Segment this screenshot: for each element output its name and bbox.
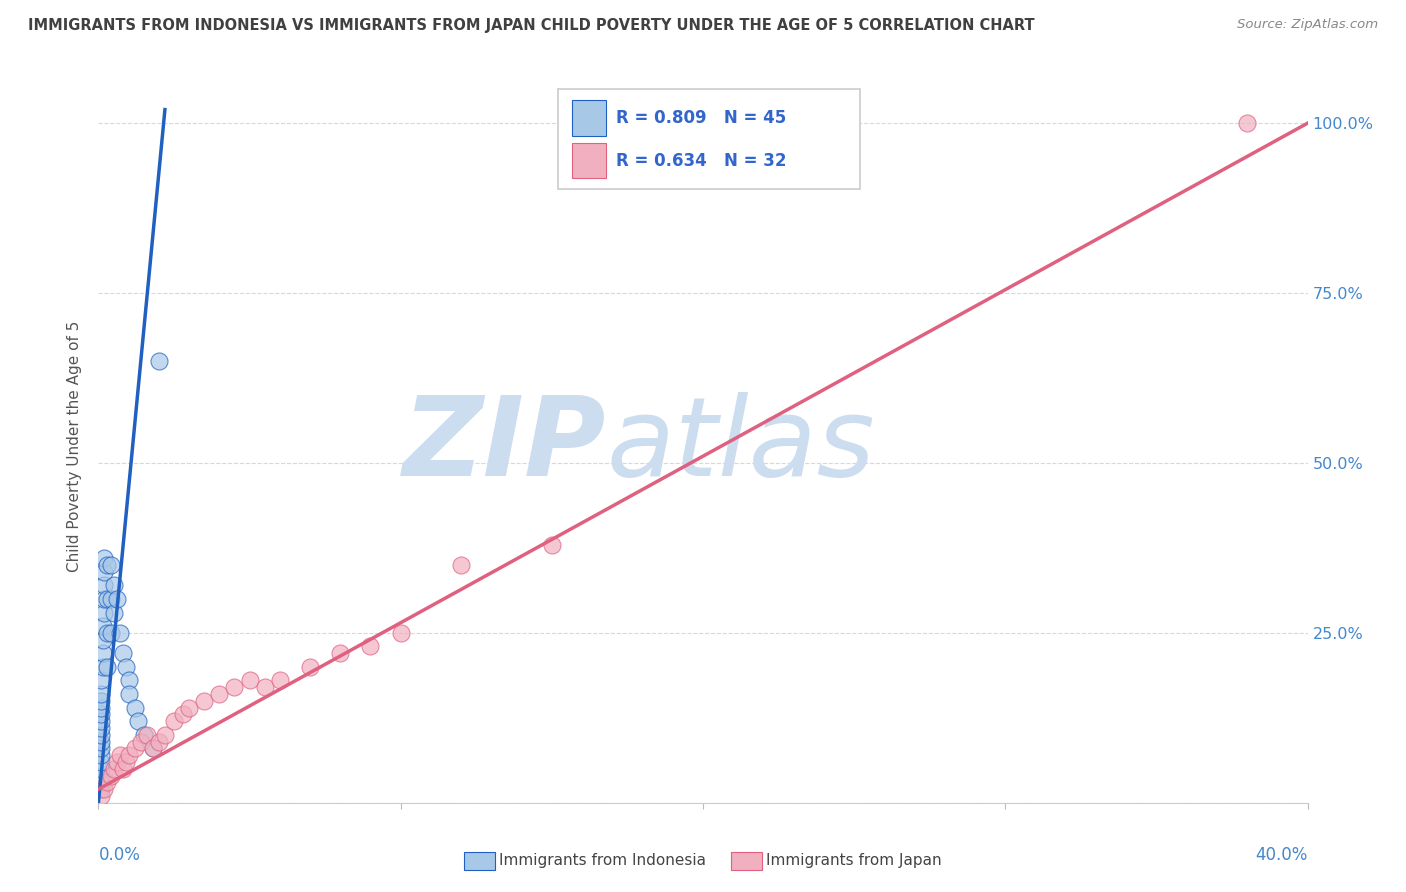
Point bbox=[96, 558, 118, 572]
Point bbox=[114, 755, 136, 769]
Point bbox=[108, 748, 131, 763]
Text: Immigrants from Indonesia: Immigrants from Indonesia bbox=[499, 854, 706, 868]
Point bbox=[105, 755, 128, 769]
Point bbox=[96, 591, 118, 606]
Point bbox=[111, 762, 134, 776]
Text: 0.0%: 0.0% bbox=[98, 846, 141, 863]
Point bbox=[329, 646, 352, 660]
Point bbox=[90, 769, 112, 783]
Point bbox=[93, 782, 115, 797]
Point bbox=[193, 694, 215, 708]
Point bbox=[124, 741, 146, 756]
Point bbox=[148, 734, 170, 748]
FancyBboxPatch shape bbox=[558, 89, 860, 189]
Point bbox=[135, 728, 157, 742]
Point bbox=[153, 728, 176, 742]
Text: Immigrants from Japan: Immigrants from Japan bbox=[766, 854, 942, 868]
Point bbox=[360, 640, 382, 654]
Point bbox=[93, 551, 115, 566]
Point bbox=[132, 728, 155, 742]
Point bbox=[93, 591, 115, 606]
Point bbox=[163, 714, 186, 729]
Point bbox=[540, 537, 562, 551]
Point bbox=[96, 626, 118, 640]
Text: R = 0.809   N = 45: R = 0.809 N = 45 bbox=[616, 109, 786, 127]
Point bbox=[90, 755, 112, 769]
Point bbox=[103, 762, 125, 776]
Y-axis label: Child Poverty Under the Age of 5: Child Poverty Under the Age of 5 bbox=[67, 320, 83, 572]
Point bbox=[100, 626, 122, 640]
Point bbox=[96, 660, 118, 674]
Point bbox=[224, 680, 246, 694]
Point bbox=[90, 775, 112, 789]
Point bbox=[127, 714, 149, 729]
Point bbox=[142, 741, 165, 756]
Point bbox=[90, 673, 112, 688]
Point bbox=[91, 619, 114, 633]
Text: ZIP: ZIP bbox=[402, 392, 606, 500]
Point bbox=[90, 741, 112, 756]
Bar bbox=[572, 143, 606, 178]
Point bbox=[111, 646, 134, 660]
Point bbox=[100, 769, 122, 783]
Point bbox=[100, 558, 122, 572]
Point bbox=[179, 700, 201, 714]
Point bbox=[108, 626, 131, 640]
Point bbox=[142, 741, 165, 756]
Text: Source: ZipAtlas.com: Source: ZipAtlas.com bbox=[1237, 18, 1378, 31]
Point bbox=[90, 694, 112, 708]
Point bbox=[208, 687, 231, 701]
Point bbox=[239, 673, 262, 688]
Point bbox=[118, 673, 141, 688]
Point bbox=[91, 660, 114, 674]
Point bbox=[389, 626, 412, 640]
Point bbox=[105, 591, 128, 606]
Bar bbox=[572, 100, 606, 136]
Point bbox=[90, 734, 112, 748]
Point bbox=[90, 700, 112, 714]
Text: atlas: atlas bbox=[606, 392, 875, 500]
Point bbox=[90, 748, 112, 763]
Point bbox=[114, 660, 136, 674]
Point bbox=[103, 606, 125, 620]
Point bbox=[90, 789, 112, 803]
Point bbox=[96, 775, 118, 789]
Point bbox=[93, 606, 115, 620]
Text: 40.0%: 40.0% bbox=[1256, 846, 1308, 863]
Point bbox=[172, 707, 194, 722]
Point bbox=[90, 782, 112, 797]
Point bbox=[91, 632, 114, 647]
Point bbox=[103, 578, 125, 592]
Point bbox=[100, 591, 122, 606]
Point bbox=[90, 687, 112, 701]
Text: R = 0.634   N = 32: R = 0.634 N = 32 bbox=[616, 152, 786, 169]
Point bbox=[90, 728, 112, 742]
Text: IMMIGRANTS FROM INDONESIA VS IMMIGRANTS FROM JAPAN CHILD POVERTY UNDER THE AGE O: IMMIGRANTS FROM INDONESIA VS IMMIGRANTS … bbox=[28, 18, 1035, 33]
Point bbox=[148, 354, 170, 368]
Point bbox=[253, 680, 276, 694]
Point bbox=[299, 660, 322, 674]
Point bbox=[129, 734, 152, 748]
Point bbox=[90, 762, 112, 776]
Point bbox=[93, 565, 115, 579]
Point bbox=[90, 721, 112, 735]
Point bbox=[93, 578, 115, 592]
Point bbox=[118, 687, 141, 701]
Point bbox=[118, 748, 141, 763]
Point bbox=[450, 558, 472, 572]
Point bbox=[90, 714, 112, 729]
Point bbox=[269, 673, 291, 688]
Point bbox=[91, 646, 114, 660]
Point bbox=[1236, 116, 1258, 130]
Point bbox=[124, 700, 146, 714]
Point bbox=[90, 707, 112, 722]
